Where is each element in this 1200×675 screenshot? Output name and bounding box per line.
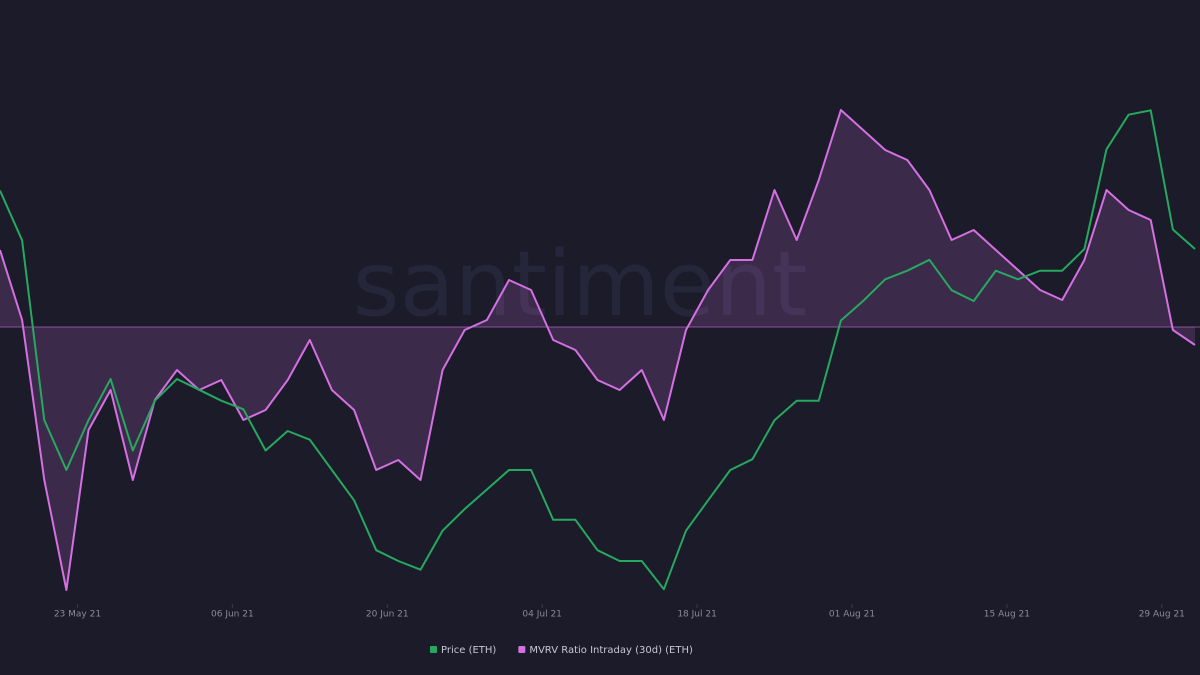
area [0, 110, 1195, 590]
x-tick-label: 20 Jun 21 [366, 610, 409, 620]
legend-label: MVRV Ratio Intraday (30d) (ETH) [529, 645, 693, 656]
legend-swatch [430, 646, 437, 653]
legend-label: Price (ETH) [441, 645, 496, 656]
x-tick-label: 18 Jul 21 [677, 610, 717, 620]
legend-swatch [518, 646, 526, 653]
x-tick-label: 06 Jun 21 [211, 610, 254, 620]
line [0, 109, 1196, 591]
x-tick-label: 04 Jul 21 [522, 610, 562, 620]
watermark: santiment [353, 232, 808, 337]
x-tick-label: 23 May 21 [54, 610, 101, 620]
x-tick-label: 15 Aug 21 [984, 610, 1030, 620]
x-tick-label: 01 Aug 21 [829, 610, 875, 620]
x-tick-label: 29 Aug 21 [1139, 610, 1185, 620]
